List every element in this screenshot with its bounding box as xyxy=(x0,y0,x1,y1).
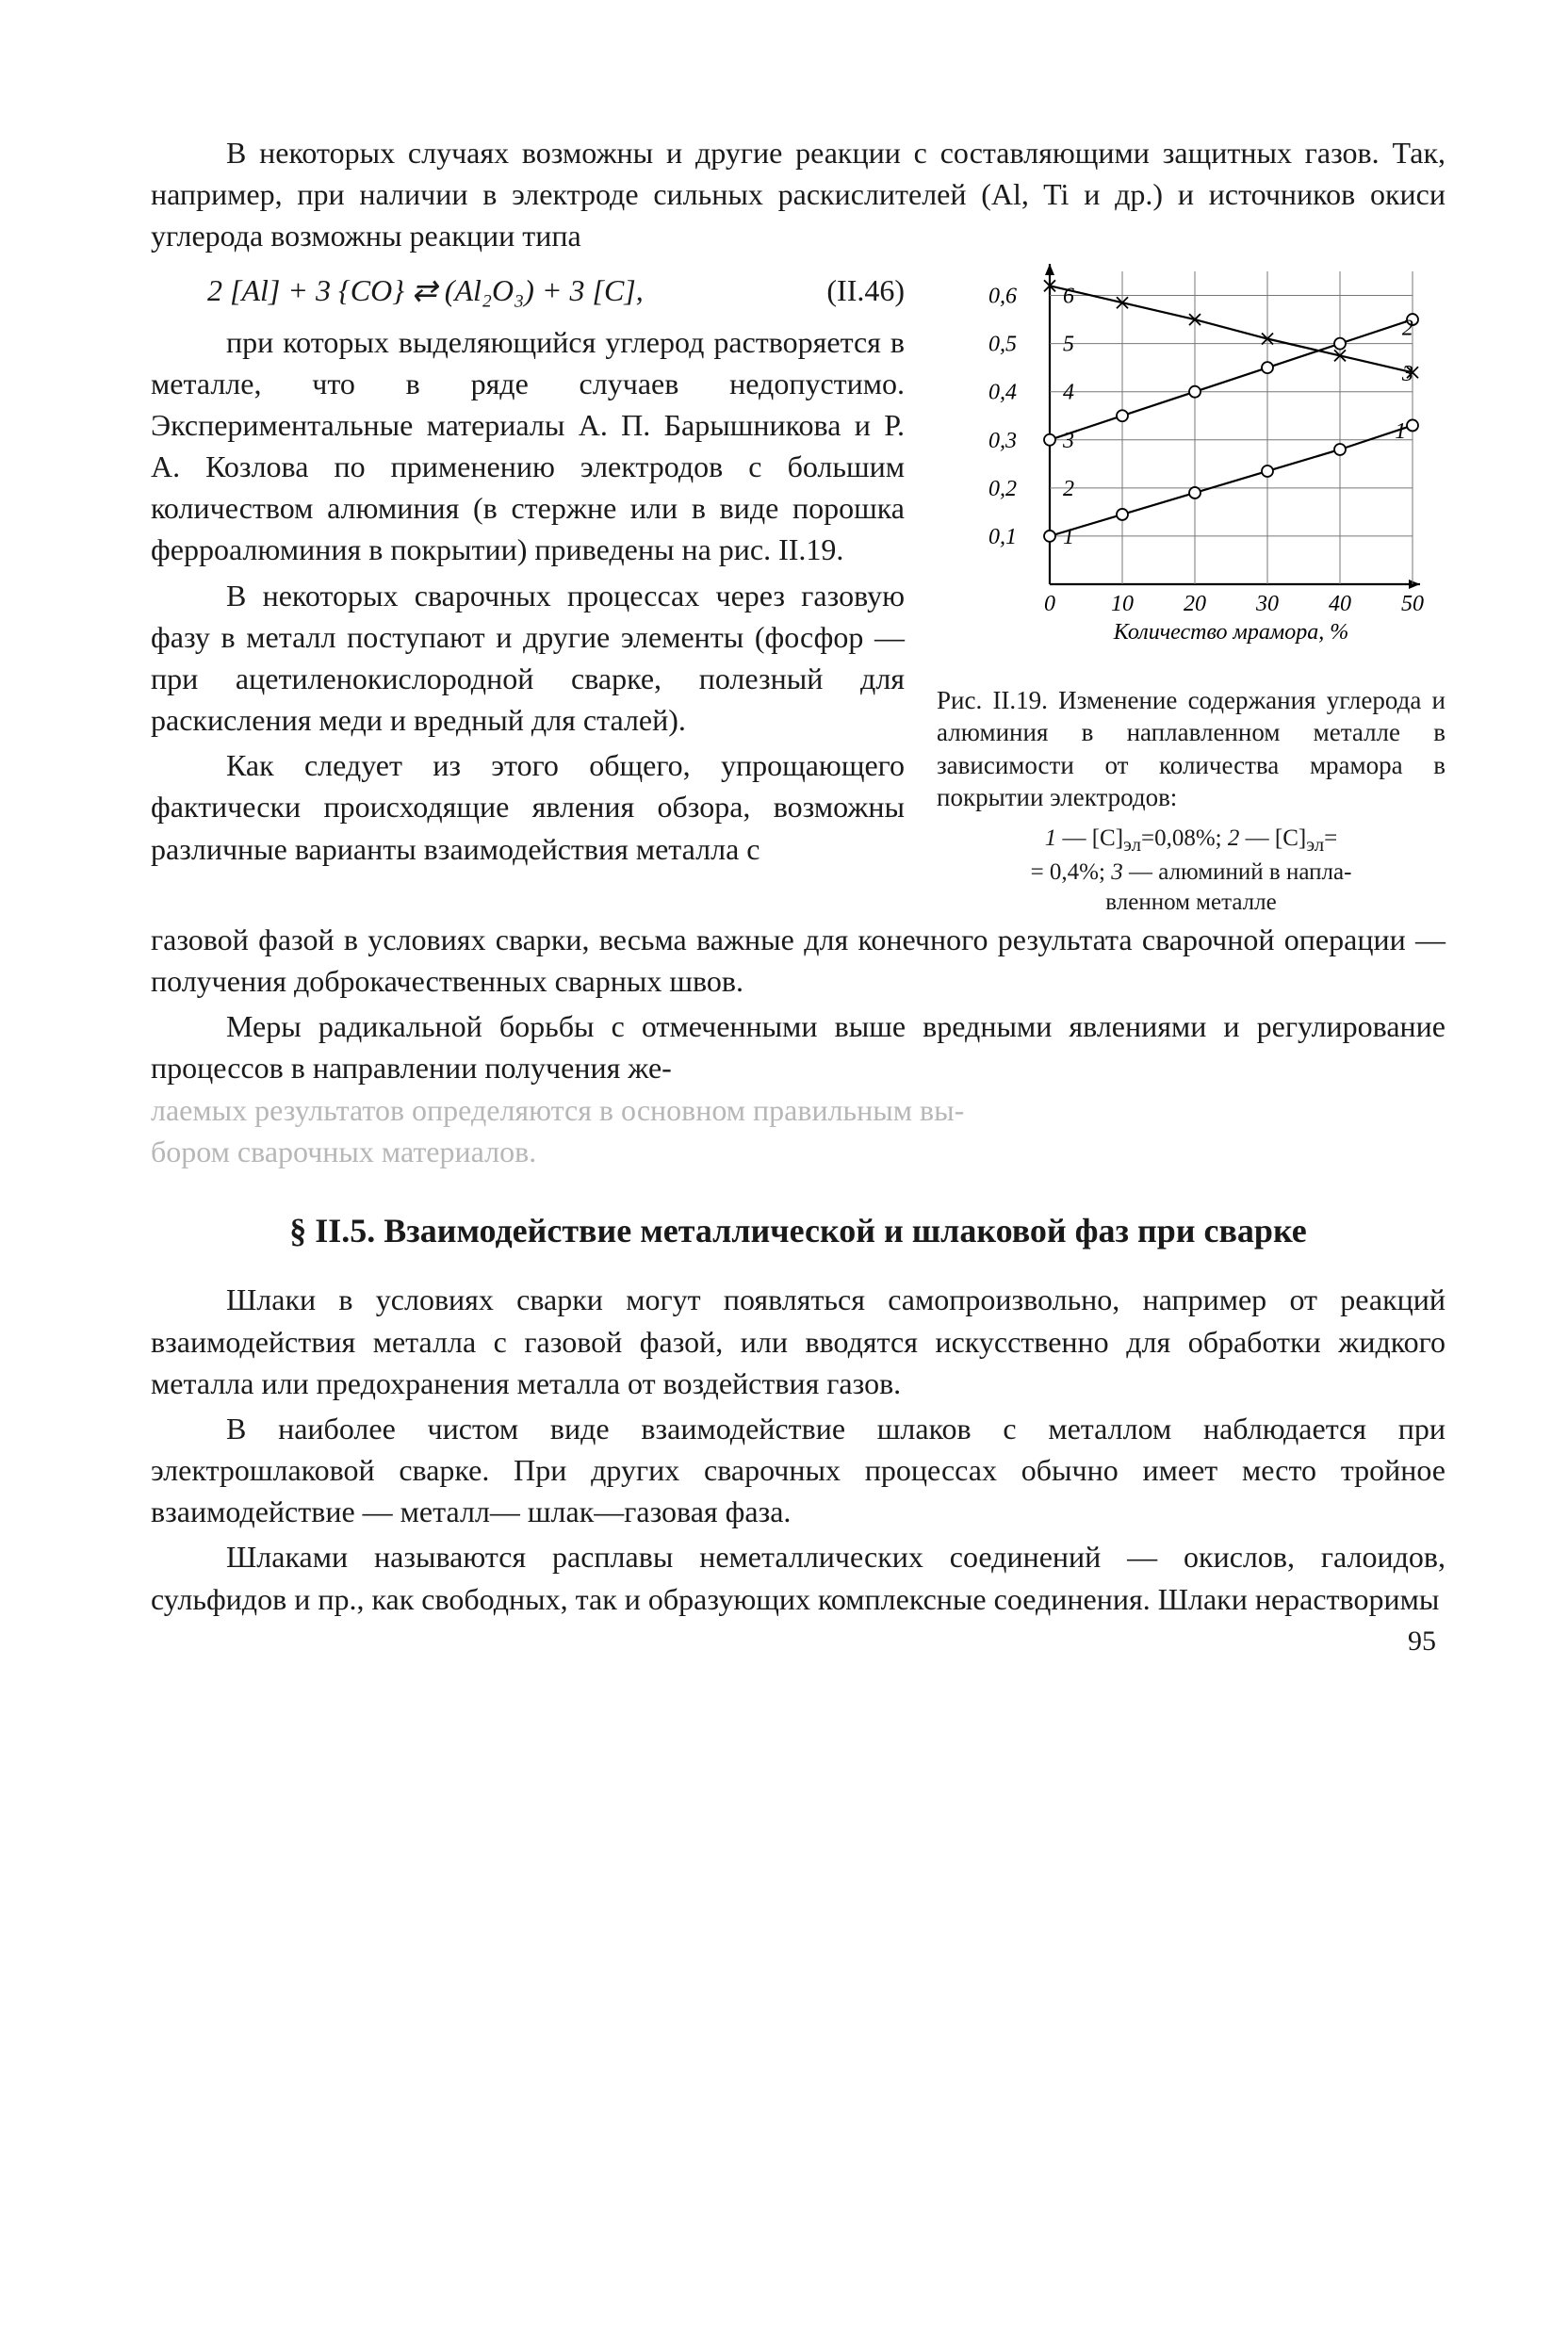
equation-block: 2 [Al] + 3 {CO} ⇄ (Al₂O₃) + 3 [C], (II.4… xyxy=(207,270,905,311)
svg-text:5: 5 xyxy=(1063,333,1074,357)
svg-text:20: 20 xyxy=(1184,592,1206,616)
page-number: 95 xyxy=(1408,1622,1436,1660)
svg-text:0,5: 0,5 xyxy=(988,333,1017,357)
para-6c-faded: бором сварочных материалов. xyxy=(151,1131,1446,1172)
svg-text:2: 2 xyxy=(1063,477,1074,501)
svg-text:50: 50 xyxy=(1401,592,1424,616)
para-6b-faded: лаемых результатов определяются в основн… xyxy=(151,1089,1446,1131)
svg-text:40: 40 xyxy=(1329,592,1351,616)
svg-text:10: 10 xyxy=(1111,592,1134,616)
equation-number: (II.46) xyxy=(826,270,905,311)
svg-text:30: 30 xyxy=(1255,592,1279,616)
svg-text:0,2: 0,2 xyxy=(988,477,1017,501)
svg-text:2: 2 xyxy=(1402,317,1413,341)
figure-legend: 1 — [С]эл=0,08%; 2 — [С]эл== 0,4%; 3 — а… xyxy=(1031,824,1352,919)
svg-text:3: 3 xyxy=(1401,362,1413,386)
para-5: газовой фазой в условиях сварки, весьма … xyxy=(151,919,1446,1002)
svg-text:0,4: 0,4 xyxy=(988,381,1017,405)
svg-text:0,1: 0,1 xyxy=(988,525,1017,549)
svg-text:0: 0 xyxy=(1044,592,1055,616)
figure-caption: Рис. II.19. Изменение содержания углерод… xyxy=(937,684,1446,814)
svg-text:Количество мрамора, %: Количество мрамора, % xyxy=(1113,620,1348,645)
svg-text:1: 1 xyxy=(1395,420,1406,445)
para-intro: В некоторых случаях возможны и другие ре… xyxy=(151,132,1446,256)
figure-chart: 0 10 20 30 40 50 1 0,1 2 0,2 3 0,3 4 0,4 5 0,5 6 0,6 Колич… xyxy=(951,254,1431,670)
para-6a: Меры радикальной борьбы с отмеченными вы… xyxy=(151,1005,1446,1088)
svg-text:6: 6 xyxy=(1063,285,1074,309)
para-9: Шлаками называются расплавы неметалличес… xyxy=(151,1536,1446,1619)
svg-text:4: 4 xyxy=(1063,381,1074,405)
para-4: Как следует из этого общего, упрощающего… xyxy=(151,744,905,869)
para-2: при которых выделяющийся углерод раствор… xyxy=(151,321,905,571)
svg-text:0,6: 0,6 xyxy=(988,285,1017,309)
svg-text:0,3: 0,3 xyxy=(988,429,1017,453)
section-heading: § II.5. Взаимодействие металлической и ш… xyxy=(151,1208,1446,1255)
equation-text: 2 [Al] + 3 {CO} ⇄ (Al₂O₃) + 3 [C], xyxy=(207,273,644,307)
para-3: В некоторых сварочных процессах через га… xyxy=(151,575,905,742)
para-7: Шлаки в условиях сварки могут появляться… xyxy=(151,1279,1446,1403)
para-8: В наиболее чистом виде взаимодействие шл… xyxy=(151,1408,1446,1532)
